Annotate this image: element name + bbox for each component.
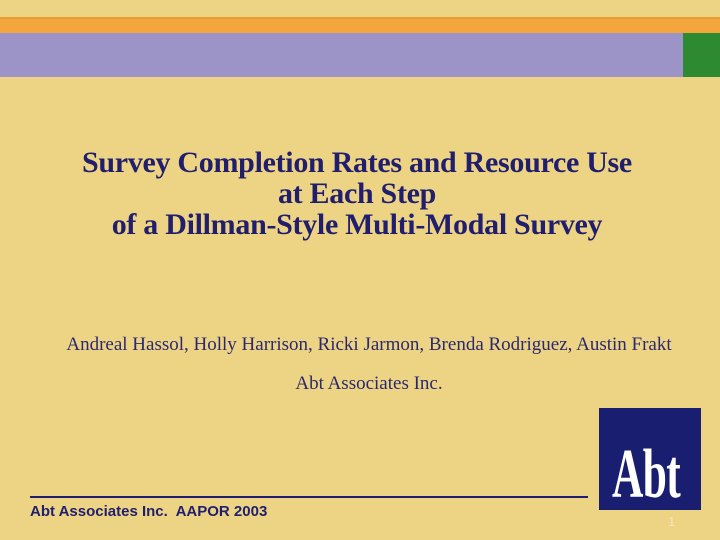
authors-names: Andreal Hassol, Holly Harrison, Ricki Ja…: [66, 334, 672, 355]
page-number: 1: [668, 514, 676, 529]
header-band: [0, 33, 683, 77]
title-line-2: at Each Step: [277, 177, 437, 210]
title-line-3: of a Dillman-Style Multi-Modal Survey: [111, 208, 603, 241]
footer-rule: [30, 496, 588, 498]
footer-credit: Abt Associates Inc. AAPOR 2003: [30, 503, 268, 520]
header-accent-square: [683, 33, 720, 77]
top-accent-bar: [0, 17, 720, 33]
authors-block: Andreal Hassol, Holly Harrison, Ricki Ja…: [18, 334, 720, 395]
abt-logo-text: Abt: [612, 436, 681, 513]
title-line-1: Survey Completion Rates and Resource Use: [82, 146, 632, 179]
authors-affiliation: Abt Associates Inc.: [295, 373, 443, 394]
slide-title: Survey Completion Rates and Resource Use…: [27, 147, 687, 240]
abt-logo: Abt: [599, 408, 701, 510]
